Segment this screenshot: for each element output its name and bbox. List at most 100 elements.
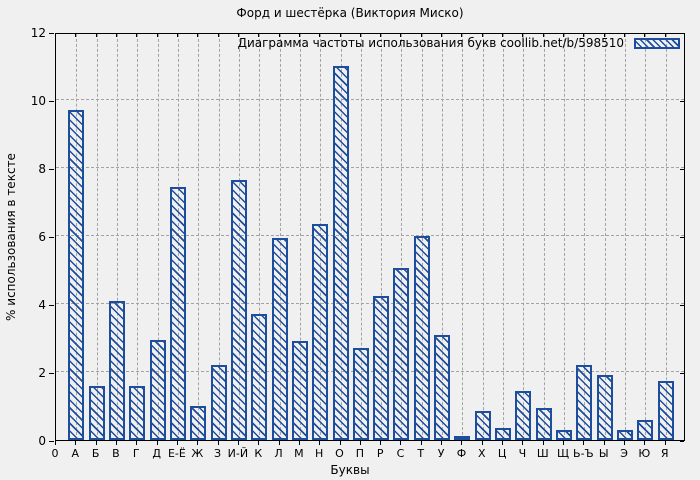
x-tick-mark-top-Р [380, 34, 382, 37]
x-tick-mark-top-У [441, 34, 443, 37]
gridline-y-2 [56, 371, 684, 372]
x-tick-mark-Н [319, 441, 321, 445]
x-tick-label-Л: Л [274, 447, 283, 460]
x-tick-mark-top-Х [481, 34, 483, 37]
x-tick-mark-Ь-Ъ [583, 441, 585, 445]
gridline-x-П [360, 34, 362, 440]
y-tick-label-12: 12 [30, 26, 46, 40]
bar-Ш [535, 407, 552, 440]
y-tick-label-2: 2 [38, 366, 46, 380]
y-tick-label-0: 0 [38, 434, 46, 448]
gridline-x-Щ [564, 34, 566, 440]
x-tick-label-Ш: Ш [536, 447, 549, 460]
x-tick-label-Н: Н [315, 447, 324, 460]
bar-Ж [190, 406, 207, 440]
x-tick-label-Б: Б [91, 447, 100, 460]
x-tick-mark-top-В [115, 34, 117, 37]
x-tick-mark-Ф [461, 441, 463, 445]
x-tick-mark-top-И-Й [237, 34, 239, 37]
gridline-x-Х [482, 34, 484, 440]
x-tick-label-Ж: Ж [191, 447, 204, 460]
bar-М [291, 341, 308, 440]
gridline-x-Ы [604, 34, 606, 440]
y-tick-label-6: 6 [38, 230, 46, 244]
x-tick-label-Т: Т [417, 447, 425, 460]
x-tick-mark-top-Я [664, 34, 666, 37]
bar-Ц [495, 428, 512, 440]
gridline-y-4 [56, 303, 684, 304]
x-tick-mark-top-Щ [563, 34, 565, 37]
x-tick-mark-И-Й [237, 441, 239, 445]
x-tick-mark-top-Ь-Ъ [583, 34, 585, 37]
x-tick-mark-top-Э [624, 34, 626, 37]
y-tick-mark-right-8 [680, 169, 684, 170]
x-tick-mark-Ы [603, 441, 605, 445]
x-tick-mark-В [115, 441, 117, 445]
gridline-x-Ц [503, 34, 505, 440]
x-tick-mark-Р [380, 441, 382, 445]
y-tick-mark-right-2 [680, 373, 684, 374]
x-tick-label-Ы: Ы [598, 447, 609, 460]
x-tick-mark-М [298, 441, 300, 445]
x-tick-mark-0 [55, 441, 56, 445]
x-tick-label-Р: Р [376, 447, 384, 460]
x-tick-mark-top-Т [420, 34, 422, 37]
bar-К [251, 314, 268, 440]
gridline-x-С [401, 34, 403, 440]
bar-Е-Ё [169, 186, 186, 440]
bar-А [68, 110, 85, 440]
x-tick-label-Щ: Щ [557, 447, 570, 460]
gridline-x-У [442, 34, 444, 440]
bar-В [108, 300, 125, 440]
y-tick-mark-2 [49, 373, 54, 374]
gridline-y-6 [56, 235, 684, 236]
y-tick-mark-right-12 [680, 33, 684, 34]
x-tick-label-У: У [437, 447, 445, 460]
x-axis-label: Буквы [330, 463, 370, 477]
x-tick-mark-Г [136, 441, 138, 445]
y-tick-label-4: 4 [38, 298, 46, 312]
gridline-x-Б [96, 34, 98, 440]
x-tick-mark-top-С [400, 34, 402, 37]
x-tick-mark-top-А [75, 34, 77, 37]
x-tick-label-Э: Э [620, 447, 628, 460]
legend-swatch-icon [634, 38, 680, 49]
x-tick-mark-top-К [258, 34, 260, 37]
x-tick-mark-Ш [542, 441, 544, 445]
x-tick-label-Ц: Ц [497, 447, 507, 460]
y-tick-mark-right-10 [680, 101, 684, 102]
x-tick-mark-top-Ж [197, 34, 199, 37]
x-tick-label-Ч: Ч [518, 447, 527, 460]
x-tick-label-М: М [294, 447, 304, 460]
gridline-x-К [259, 34, 261, 440]
y-tick-mark-12 [49, 33, 54, 34]
x-tick-mark-top-Ц [502, 34, 504, 37]
x-tick-mark-Т [420, 441, 422, 445]
bar-Ф [454, 436, 471, 440]
x-tick-mark-top-П [359, 34, 361, 37]
bar-Э [617, 429, 634, 440]
x-tick-mark-top-Н [319, 34, 321, 37]
x-tick-mark-Ч [522, 441, 524, 445]
x-tick-mark-top-Б [95, 34, 97, 37]
x-tick-mark-top-Л [278, 34, 280, 37]
gridline-y-10 [56, 99, 684, 100]
bar-Щ [556, 429, 573, 440]
x-tick-mark-Е-Ё [176, 441, 178, 445]
chart-title: Форд и шестёрка (Виктория Миско) [236, 6, 464, 20]
y-tick-label-10: 10 [30, 94, 46, 108]
x-tick-label-Ю: Ю [638, 447, 651, 460]
y-tick-label-8: 8 [38, 162, 46, 176]
legend-label: Диаграмма частоты использования букв coo… [237, 36, 624, 50]
x-tick-mark-Л [278, 441, 280, 445]
x-tick-mark-Щ [563, 441, 565, 445]
y-tick-mark-10 [49, 101, 54, 102]
gridline-x-Ш [543, 34, 545, 440]
x-tick-mark-top-Ф [461, 34, 463, 37]
x-tick-mark-К [258, 441, 260, 445]
y-tick-mark-right-6 [680, 237, 684, 238]
bar-Р [373, 295, 390, 440]
x-tick-mark-Б [95, 441, 97, 445]
x-tick-mark-top-О [339, 34, 341, 37]
gridline-x-Ю [645, 34, 647, 440]
